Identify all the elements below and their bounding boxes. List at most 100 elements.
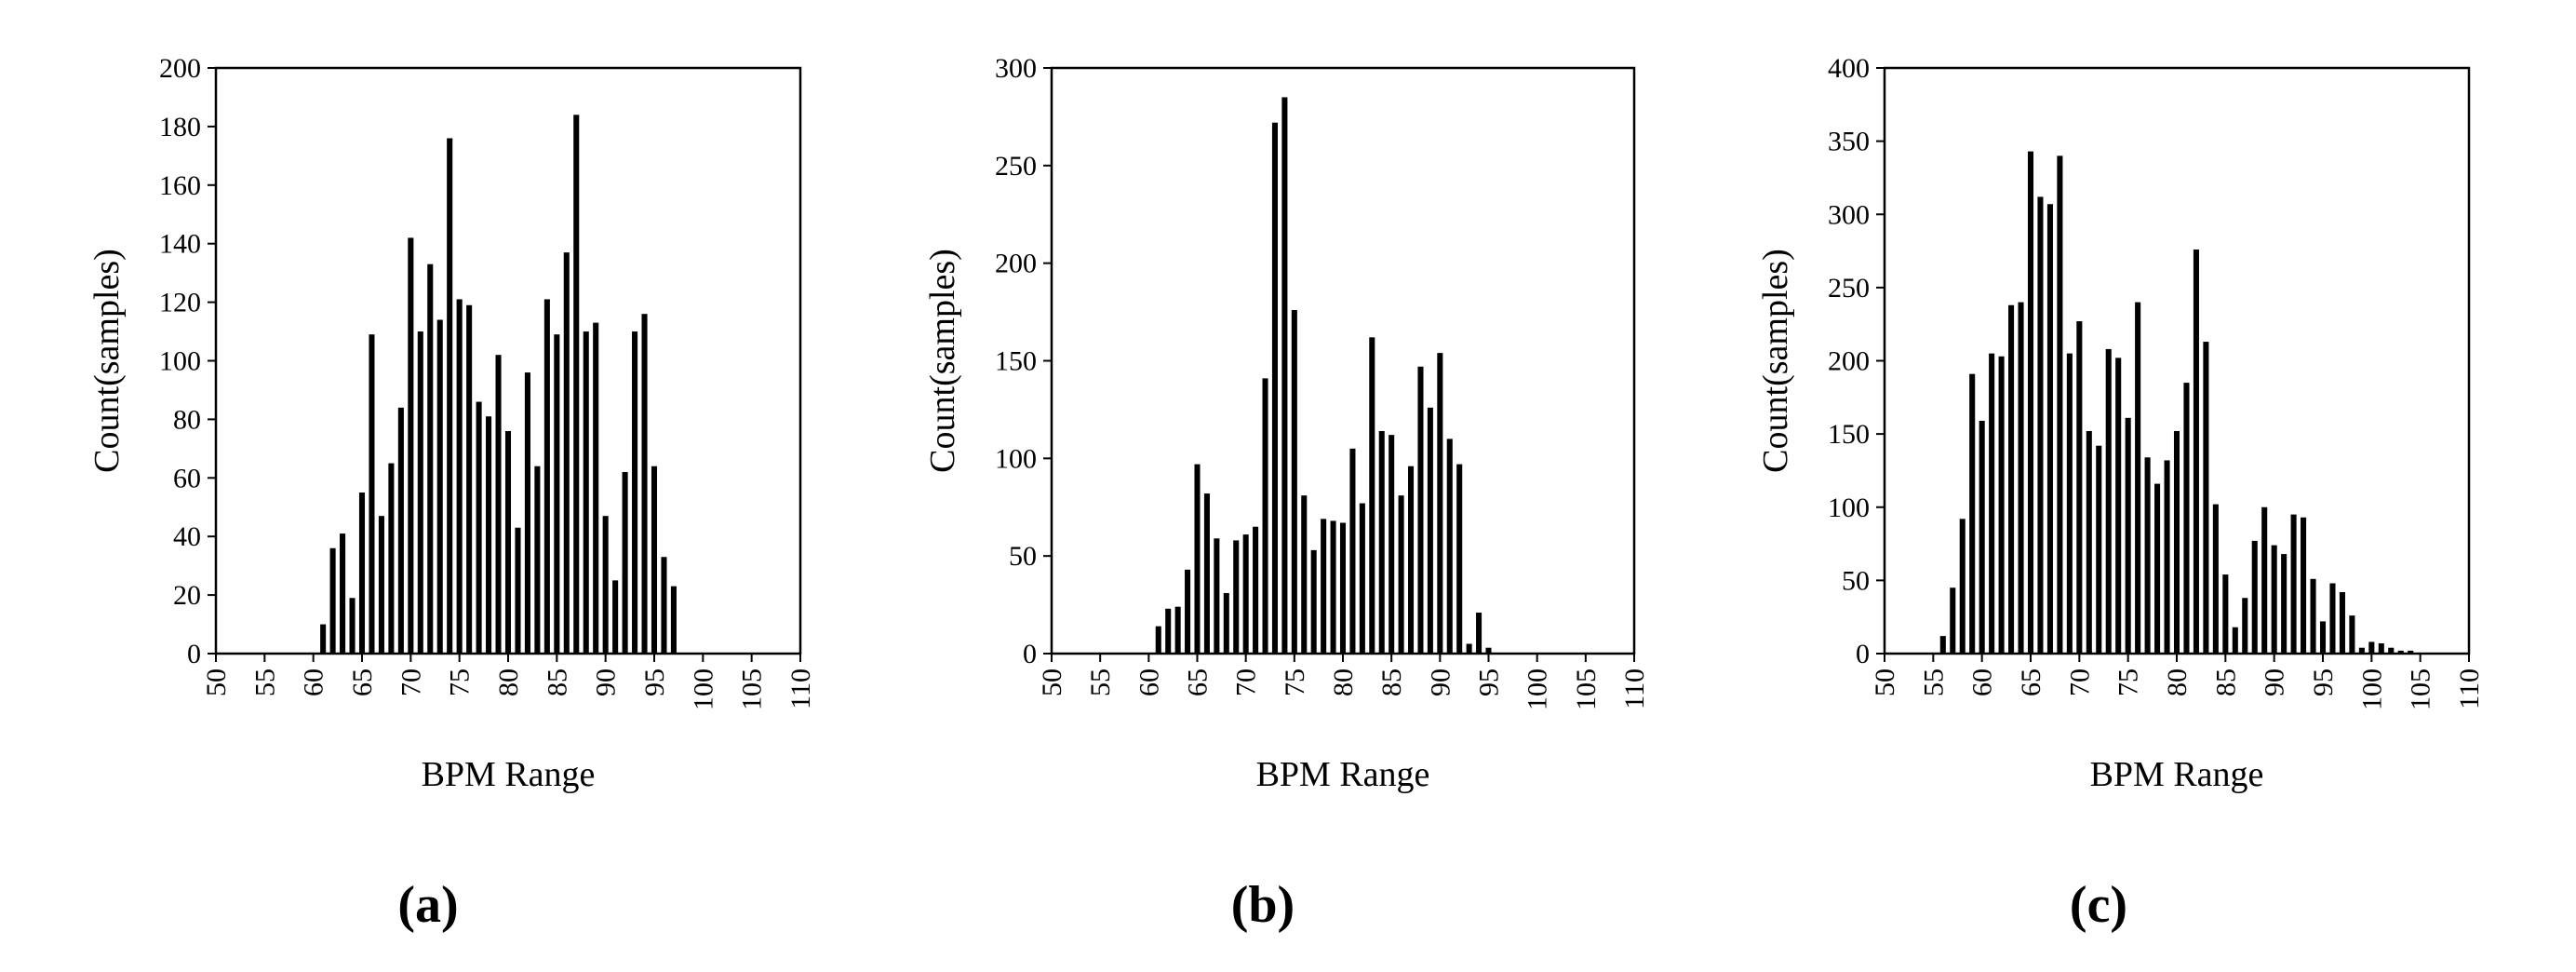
- bar: [1389, 435, 1395, 654]
- bar: [632, 331, 638, 654]
- y-tick-label: 250: [995, 151, 1037, 182]
- y-tick-label: 50: [1009, 541, 1037, 572]
- bar: [1203, 493, 1210, 654]
- bar: [340, 533, 346, 654]
- bar: [1408, 466, 1415, 654]
- bar: [651, 466, 658, 654]
- bar: [408, 237, 414, 654]
- y-axis-label: Count(samples): [87, 249, 127, 473]
- bar: [2105, 348, 2112, 654]
- bar: [1446, 439, 1453, 654]
- x-tick-label: 65: [347, 668, 378, 696]
- bar: [504, 430, 512, 654]
- bar: [534, 466, 541, 654]
- bar: [2329, 583, 2336, 654]
- bar: [1271, 122, 1278, 654]
- x-axis-label: BPM Range: [422, 755, 596, 794]
- x-tick-label: 110: [2454, 668, 2485, 709]
- bar: [1223, 593, 1229, 654]
- bar: [2261, 506, 2268, 654]
- bar: [563, 252, 570, 654]
- bar: [1456, 464, 1463, 654]
- bar: [2154, 483, 2161, 654]
- y-tick-label: 0: [1856, 639, 1870, 669]
- x-tick-label: 55: [249, 668, 280, 696]
- x-tick-label: 105: [1571, 668, 1602, 710]
- bar: [388, 463, 395, 654]
- bar: [1950, 587, 1956, 654]
- y-tick-label: 200: [995, 249, 1037, 279]
- bar: [1437, 353, 1443, 654]
- x-tick-label: 60: [299, 668, 329, 696]
- x-tick-label: 80: [2162, 668, 2193, 696]
- bar: [641, 314, 648, 654]
- bar: [2368, 641, 2375, 654]
- panel-label: (c): [2070, 876, 2127, 934]
- bar: [2008, 304, 2015, 654]
- bar: [593, 322, 599, 654]
- y-tick-label: 60: [173, 463, 201, 493]
- y-tick-label: 20: [173, 580, 201, 611]
- bar: [447, 138, 453, 655]
- bar: [436, 319, 443, 654]
- bar: [2037, 196, 2044, 654]
- bar: [1969, 373, 1976, 654]
- bar: [1369, 337, 1375, 654]
- bar: [1301, 495, 1308, 654]
- bar: [1939, 636, 1946, 654]
- y-tick-label: 50: [1842, 565, 1870, 596]
- x-tick-label: 85: [1376, 668, 1407, 696]
- bar: [2018, 302, 2024, 654]
- bar: [573, 115, 580, 654]
- x-tick-label: 80: [493, 668, 524, 696]
- bar: [495, 355, 502, 654]
- bar: [1339, 522, 1347, 654]
- bar: [2144, 457, 2151, 654]
- x-tick-label: 55: [1918, 668, 1949, 696]
- bar: [1378, 430, 1385, 654]
- y-tick-label: 100: [995, 443, 1037, 474]
- x-axis-label: BPM Range: [1256, 755, 1430, 794]
- x-tick-label: 50: [1870, 668, 1900, 696]
- x-tick-label: 100: [2356, 668, 2387, 710]
- bar: [2349, 615, 2355, 654]
- bar: [427, 263, 434, 654]
- x-tick-label: 105: [2406, 668, 2436, 710]
- bar: [1155, 626, 1161, 654]
- x-tick-label: 85: [542, 668, 572, 696]
- x-tick-label: 110: [785, 668, 816, 709]
- bar: [358, 493, 366, 654]
- bar: [515, 527, 521, 654]
- bar: [1466, 643, 1472, 654]
- bar: [583, 331, 589, 654]
- x-tick-label: 55: [1085, 668, 1116, 696]
- bar: [476, 401, 482, 654]
- bar: [2183, 383, 2190, 654]
- bar: [2397, 650, 2404, 654]
- panel-label: (b): [1231, 876, 1295, 934]
- x-tick-label: 75: [445, 668, 476, 696]
- x-tick-label: 110: [1619, 668, 1650, 709]
- bar: [1281, 97, 1288, 654]
- x-tick-label: 100: [688, 668, 718, 710]
- y-tick-label: 160: [159, 170, 201, 201]
- bar: [1194, 464, 1201, 654]
- y-tick-label: 400: [1828, 53, 1870, 84]
- y-tick-label: 350: [1828, 127, 1870, 157]
- y-tick-label: 150: [995, 346, 1037, 377]
- x-axis-label: BPM Range: [2090, 755, 2264, 794]
- bar: [2076, 321, 2083, 654]
- x-tick-label: 50: [201, 668, 232, 696]
- bar: [2358, 647, 2365, 654]
- bar: [1427, 407, 1433, 654]
- x-tick-label: 70: [396, 668, 426, 696]
- bar: [612, 580, 619, 655]
- y-tick-label: 180: [159, 112, 201, 142]
- bar: [670, 586, 677, 654]
- x-tick-label: 65: [1183, 668, 1214, 696]
- bar: [2310, 578, 2316, 654]
- x-tick-label: 80: [1328, 668, 1359, 696]
- y-tick-label: 120: [159, 288, 201, 318]
- bar: [554, 334, 560, 654]
